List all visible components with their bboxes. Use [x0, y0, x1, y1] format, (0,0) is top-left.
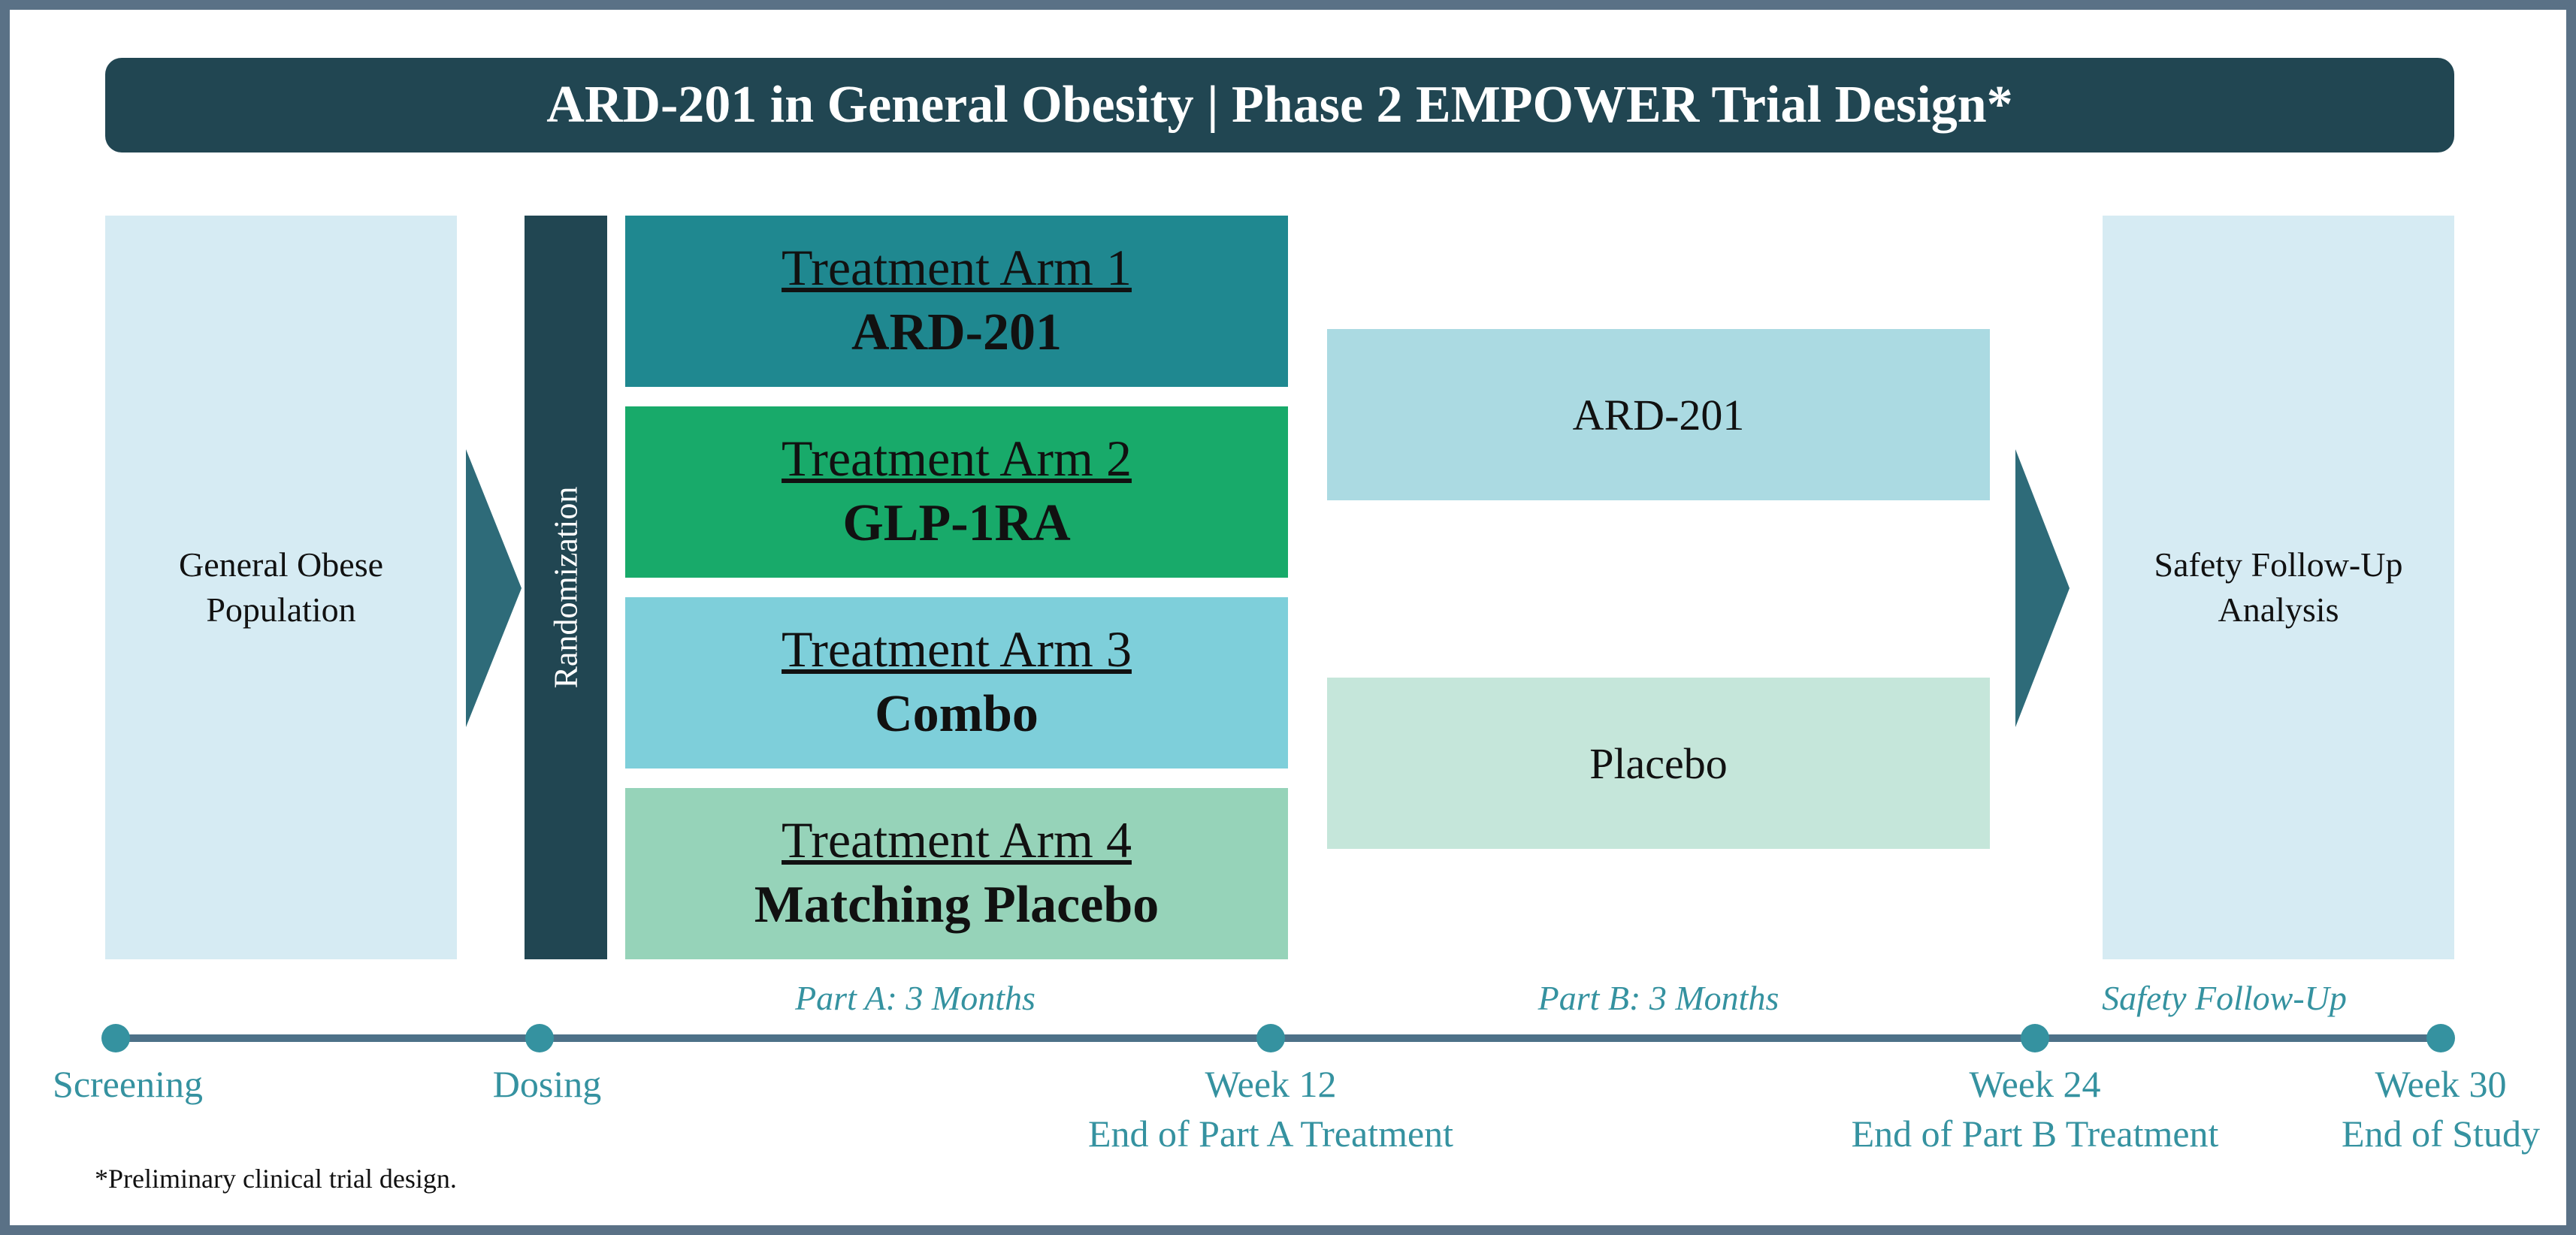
arm-3-drug: Combo: [875, 685, 1039, 743]
arm-1-drug: ARD-201: [851, 303, 1062, 361]
milestone-screening: Screening: [53, 1059, 203, 1109]
part-b-placebo-label: Placebo: [1589, 738, 1728, 788]
arm-1-title: Treatment Arm 1: [782, 239, 1132, 296]
part-b-ard201-label: ARD-201: [1572, 390, 1745, 439]
milestone-screening-line-1: Screening: [53, 1063, 203, 1105]
randomization-label: Randomization: [547, 486, 585, 689]
milestone-dosing: Dosing: [493, 1059, 601, 1109]
footnote: *Preliminary clinical trial design.: [95, 1164, 457, 1194]
milestone-week30: Week 30 End of Study: [2342, 1059, 2540, 1158]
milestone-week30-line-2: End of Study: [2342, 1113, 2540, 1155]
followup-line-1: Safety Follow-Up: [2154, 545, 2403, 584]
timeline-dot-screening: [101, 1024, 130, 1052]
treatment-arm-4: Treatment Arm 4 Matching Placebo: [625, 788, 1288, 959]
milestone-week24-line-2: End of Part B Treatment: [1851, 1113, 2219, 1155]
treatment-arm-1: Treatment Arm 1 ARD-201: [625, 216, 1288, 387]
arm-3-title: Treatment Arm 3: [782, 621, 1132, 678]
milestone-week30-line-1: Week 30: [2375, 1063, 2507, 1105]
milestone-week12-line-2: End of Part A Treatment: [1087, 1113, 1454, 1155]
population-line-2: Population: [206, 590, 356, 629]
slide-title: ARD-201 in General Obesity | Phase 2 EMP…: [105, 58, 2454, 152]
phase-label-part-a: Part A: 3 Months: [795, 979, 1036, 1017]
milestone-week24-line-1: Week 24: [1969, 1063, 2101, 1105]
population-panel: General Obese Population: [105, 216, 457, 959]
timeline-dot-week30: [2426, 1024, 2455, 1052]
flow-arrow-1-icon: [466, 449, 522, 727]
population-line-1: General Obese: [178, 545, 384, 584]
arm-4-title: Treatment Arm 4: [782, 811, 1132, 868]
milestone-week24: Week 24 End of Part B Treatment: [1852, 1059, 2219, 1158]
treatment-arm-3: Treatment Arm 3 Combo: [625, 597, 1288, 768]
milestone-week12: Week 12 End of Part A Treatment: [1088, 1059, 1453, 1158]
treatment-arm-2: Treatment Arm 2 GLP-1RA: [625, 406, 1288, 578]
arm-4-drug: Matching Placebo: [754, 876, 1160, 934]
phase-label-part-b: Part B: 3 Months: [1537, 979, 1779, 1017]
followup-line-2: Analysis: [2218, 590, 2339, 629]
part-b-ard201-box: ARD-201: [1327, 329, 1990, 500]
milestone-dosing-line-1: Dosing: [492, 1063, 602, 1105]
timeline-dot-week24: [2021, 1024, 2049, 1052]
phase-label-safety: Safety Follow-Up: [2102, 979, 2347, 1017]
part-b-placebo-box: Placebo: [1327, 678, 1990, 849]
timeline-dot-week12: [1256, 1024, 1285, 1052]
arm-2-title: Treatment Arm 2: [782, 430, 1132, 487]
arm-2-drug: GLP-1RA: [842, 494, 1071, 552]
randomization-bar: Randomization: [525, 216, 607, 959]
flow-arrow-2-icon: [2015, 449, 2070, 727]
followup-panel: Safety Follow-Up Analysis: [2103, 216, 2454, 959]
milestone-week12-line-1: Week 12: [1205, 1063, 1337, 1105]
timeline-dot-dosing: [525, 1024, 554, 1052]
